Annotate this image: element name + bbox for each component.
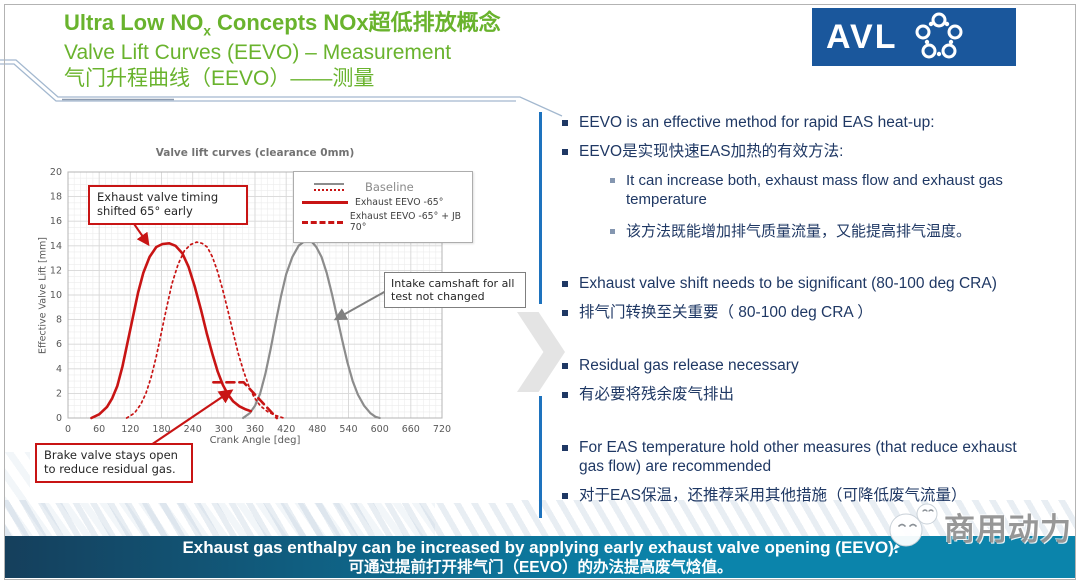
svg-text:720: 720 — [433, 424, 451, 435]
bullet-panel: EEVO is an effective method for rapid EA… — [562, 113, 1042, 515]
slide-title-line3: 气门升程曲线（EEVO）——测量 — [64, 67, 375, 90]
bullet-marker-icon — [610, 229, 615, 235]
svg-text:240: 240 — [184, 424, 202, 435]
chart-y-axis-label: Effective Valve Lift [mm] — [37, 237, 49, 354]
legend-label: Exhaust EEVO -65° + JB 70° — [349, 211, 462, 233]
bullet-marker-icon — [562, 310, 568, 317]
valve-lift-chart: Valve lift curves (clearance 0mm) 0 60 120… — [30, 135, 526, 503]
bullet-marker-icon — [562, 391, 568, 398]
svg-text:600: 600 — [371, 424, 389, 435]
bullet-marker-icon — [562, 148, 568, 155]
bullet-item: EEVO是实现快速EAS加热的有效方法: — [562, 142, 1042, 162]
bullet-marker-icon — [562, 120, 568, 126]
annotation-brake-valve: Brake valve stays open to reduce residua… — [35, 443, 193, 483]
bullet-list: EEVO is an effective method for rapid EA… — [562, 113, 1042, 506]
legend-label: Baseline — [365, 180, 414, 194]
legend-entry-baseline: Baseline — [302, 180, 466, 194]
footer-banner: Exhaust gas enthalpy can be increased by… — [5, 536, 1076, 578]
svg-text:6: 6 — [56, 339, 62, 350]
bullet-text: 对于EAS保温，还推荐采用其他措施（可降低废气流量） — [579, 487, 967, 505]
bullet-text: EEVO is an effective method for rapid EA… — [579, 114, 935, 131]
bullet-item: 排气门转换至关重要（ 80-100 deg CRA ） — [562, 303, 1042, 323]
svg-text:0: 0 — [65, 424, 71, 435]
annotation-intake-camshaft: Intake camshaft for all test not changed — [384, 272, 526, 309]
svg-text:18: 18 — [50, 192, 62, 203]
svg-text:12: 12 — [50, 265, 62, 276]
svg-text:16: 16 — [50, 216, 62, 227]
bullet-marker-icon — [610, 177, 615, 183]
legend-swatch-red-dotted-icon — [314, 189, 344, 191]
footer-line1: Exhaust gas enthalpy can be increased by… — [182, 537, 899, 557]
svg-text:420: 420 — [277, 424, 295, 435]
chart-x-axis-label: Crank Angle [deg] — [209, 435, 301, 446]
legend-entry-eevo65-jb70: Exhaust EEVO -65° + JB 70° — [302, 211, 466, 233]
chart-title: Valve lift curves (clearance 0mm) — [155, 147, 355, 159]
svg-text:4: 4 — [56, 364, 62, 375]
bullet-item: 对于EAS保温，还推荐采用其他措施（可降低废气流量） — [562, 486, 1042, 506]
avl-logo-mark-icon — [915, 12, 963, 59]
svg-text:360: 360 — [246, 424, 264, 435]
bullet-item: 该方法既能增加排气质量流量，又能提高排气温度。 — [610, 222, 1042, 241]
bullet-text: For EAS temperature hold other measures … — [579, 438, 1017, 476]
svg-text:300: 300 — [215, 424, 233, 435]
svg-text:20: 20 — [50, 167, 62, 178]
avl-logo-text: AVL — [826, 18, 898, 56]
legend-swatch-gray-solid-icon — [314, 183, 344, 185]
bullet-marker-icon — [562, 493, 568, 500]
bullet-item: Residual gas release necessary — [562, 356, 1042, 376]
bullet-text: 有必要将残余废气排出 — [579, 385, 735, 403]
bullet-item: 有必要将残余废气排出 — [562, 385, 1042, 405]
svg-text:14: 14 — [50, 241, 62, 252]
chart-legend: Baseline Exhaust EEVO -65° Exhaust EEVO … — [293, 171, 473, 243]
watermark-chat-bubbles-icon — [889, 503, 938, 550]
svg-text:480: 480 — [308, 424, 326, 435]
chevron-right-icon — [517, 312, 565, 392]
avl-logo: AVL — [812, 8, 1016, 66]
bullet-text: Residual gas release necessary — [579, 356, 799, 374]
footer-line2: 可通过提前打开排气门（EEVO）的办法提高废气焓值。 — [348, 558, 733, 576]
annotation-exhaust-valve-timing: Exhaust valve timing shifted 65° early — [88, 185, 248, 225]
svg-text:120: 120 — [121, 424, 139, 435]
svg-text:660: 660 — [402, 424, 420, 435]
bullet-text: 排气门转换至关重要（ 80-100 deg CRA ） — [579, 304, 873, 322]
svg-text:180: 180 — [152, 424, 170, 435]
bullet-item: Exhaust valve shift needs to be signific… — [562, 274, 1042, 294]
bullet-text: It can increase both, exhaust mass flow … — [626, 171, 1003, 208]
slide-title-line1: Ultra Low NOx Concepts NOx超低排放概念 — [64, 10, 501, 39]
bullet-text: Exhaust valve shift needs to be signific… — [579, 275, 997, 293]
legend-entry-eevo65: Exhaust EEVO -65° — [302, 197, 466, 208]
svg-text:8: 8 — [56, 315, 62, 326]
legend-swatch-red-dashed-icon — [302, 220, 343, 224]
bullet-marker-icon — [562, 281, 568, 288]
svg-text:60: 60 — [93, 424, 105, 435]
bullet-item: For EAS temperature hold other measures … — [562, 438, 1042, 478]
bullet-marker-icon — [562, 444, 568, 451]
legend-swatch-red-solid-icon — [302, 201, 348, 204]
header-decoration-lines — [0, 59, 563, 117]
bullet-item: EEVO is an effective method for rapid EA… — [562, 113, 1042, 133]
bullet-text: 该方法既能增加排气质量流量，又能提高排气温度。 — [626, 223, 972, 241]
slide-title-line2: Valve Lift Curves (EEVO) – Measurement — [64, 40, 452, 64]
bullet-text: EEVO是实现快速EAS加热的有效方法: — [579, 142, 844, 160]
bullet-marker-icon — [562, 362, 568, 369]
title-block: Ultra Low NOx Concepts NOx超低排放概念 Valve L… — [64, 10, 501, 91]
legend-label: Exhaust EEVO -65° — [355, 197, 444, 208]
panel-divider-line — [539, 112, 542, 304]
watermark-text: 商用动力 — [944, 511, 1072, 547]
watermark: 商用动力 — [882, 498, 1072, 554]
panel-divider-line — [539, 396, 542, 518]
svg-text:10: 10 — [50, 290, 62, 301]
svg-text:0: 0 — [56, 413, 62, 424]
bullet-item: It can increase both, exhaust mass flow … — [610, 171, 1042, 209]
svg-text:2: 2 — [56, 388, 62, 399]
svg-text:540: 540 — [339, 424, 357, 435]
